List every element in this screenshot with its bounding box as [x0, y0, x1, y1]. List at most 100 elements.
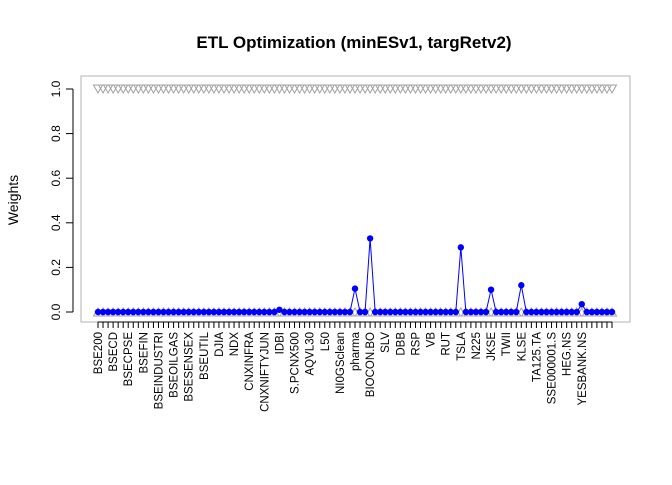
- weight-point: [130, 308, 137, 316]
- x-tick-label: DBB: [395, 332, 407, 356]
- weight-point: [331, 308, 339, 316]
- weight-bounds: [92, 84, 618, 317]
- weight-point: [432, 308, 439, 316]
- weight-point: [210, 308, 218, 316]
- weight-point: [487, 286, 495, 293]
- weight-point: [150, 308, 157, 316]
- weight-point: [351, 285, 359, 292]
- weight-point: [195, 308, 202, 316]
- weight-point: [155, 308, 162, 316]
- weight-point: [543, 308, 550, 316]
- weight-point: [165, 308, 172, 316]
- weight-point: [321, 308, 328, 316]
- weight-point: [341, 308, 349, 316]
- x-tick-label: DJIA: [214, 332, 226, 357]
- weight-point: [392, 308, 399, 316]
- weight-point: [296, 308, 303, 316]
- weight-point: [316, 308, 323, 316]
- weight-point: [518, 282, 525, 289]
- weight-point: [346, 308, 354, 316]
- weight-point: [251, 308, 258, 316]
- weight-point: [276, 306, 283, 313]
- weight-point: [94, 308, 102, 316]
- weight-point: [598, 308, 606, 316]
- weight-point: [407, 308, 414, 316]
- x-tick-label: CNXNIFTYJUN: [259, 332, 271, 412]
- x-tick-label: S.PCNX500: [290, 332, 302, 394]
- weight-point: [256, 308, 263, 316]
- x-tick-label: BSECPSE: [123, 332, 135, 387]
- weight-point: [563, 308, 570, 316]
- x-tick-label: BIOCON.BO: [365, 332, 377, 397]
- x-tick-label: IDBI: [274, 332, 286, 354]
- weight-point: [573, 308, 580, 316]
- weight-point: [472, 308, 480, 316]
- weight-point: [371, 308, 379, 316]
- weight-point: [119, 308, 127, 316]
- weight-point: [200, 308, 208, 316]
- weight-point: [513, 308, 520, 316]
- weight-point: [578, 300, 585, 308]
- x-axis: BSE200 BSECD BSECPSE BSEFIN BSEINDUSTRI BSEOI…: [93, 321, 613, 412]
- x-tick-label: N225: [471, 332, 483, 360]
- weight-point: [402, 308, 409, 316]
- weight-point: [271, 308, 278, 316]
- weight-point: [230, 308, 238, 316]
- weight-point: [266, 308, 273, 316]
- weights-series: [94, 235, 616, 316]
- x-tick-label: HEG.NS: [562, 332, 574, 376]
- weight-point: [387, 308, 394, 316]
- weight-point: [492, 308, 500, 316]
- weight-point: [422, 308, 429, 316]
- x-tick-label: TA125.TA: [531, 332, 543, 382]
- x-tick-label: L50: [320, 332, 332, 351]
- weight-point: [376, 308, 384, 316]
- weight-point: [190, 308, 197, 316]
- weight-point: [361, 308, 369, 316]
- weight-point: [180, 308, 187, 316]
- weight-point: [301, 308, 308, 316]
- weight-point: [508, 308, 515, 316]
- weight-point: [502, 308, 510, 316]
- x-tick-label: AQVL30: [305, 332, 317, 375]
- x-tick-label: BSE200: [93, 332, 105, 374]
- y-tick-label: 0.6: [49, 170, 63, 187]
- weight-point: [593, 308, 601, 316]
- weights-line: [98, 238, 612, 313]
- weight-point: [366, 235, 374, 242]
- weight-point: [417, 308, 424, 316]
- y-tick-label: 0.4: [49, 214, 63, 231]
- x-tick-label: BSESENSEX: [184, 332, 196, 402]
- upper-bound-marker: [606, 84, 618, 95]
- y-axis-label: Weights: [5, 175, 21, 225]
- x-tick-label: JKSE: [486, 332, 498, 361]
- x-tick-label: NI0GSclean: [335, 332, 347, 394]
- weight-point: [356, 308, 364, 316]
- weight-point: [452, 308, 459, 316]
- x-tick-label: pharma: [350, 331, 362, 371]
- y-tick-label: 0.8: [49, 125, 63, 142]
- weight-point: [185, 308, 192, 316]
- weight-point: [235, 308, 243, 316]
- weight-point: [140, 308, 147, 316]
- x-tick-label: NDX: [229, 332, 241, 357]
- weight-point: [603, 308, 611, 316]
- x-tick-label: BSECD: [108, 332, 120, 372]
- y-tick-label: 1.0: [49, 80, 63, 97]
- weight-point: [462, 308, 470, 316]
- weight-point: [336, 308, 344, 316]
- weight-point: [457, 244, 465, 251]
- weight-point: [533, 308, 540, 316]
- weight-point: [553, 308, 560, 316]
- weight-point: [442, 308, 449, 316]
- plot-frame: [80, 75, 631, 323]
- weight-point: [467, 308, 475, 316]
- x-tick-label: BSEUTIL: [199, 331, 211, 380]
- weight-point: [240, 308, 248, 316]
- chart-title: ETL Optimization (minESv1, targRetv2): [196, 33, 511, 52]
- weight-point: [135, 308, 142, 316]
- x-tick-label: VB: [426, 332, 438, 348]
- weight-point: [523, 308, 530, 316]
